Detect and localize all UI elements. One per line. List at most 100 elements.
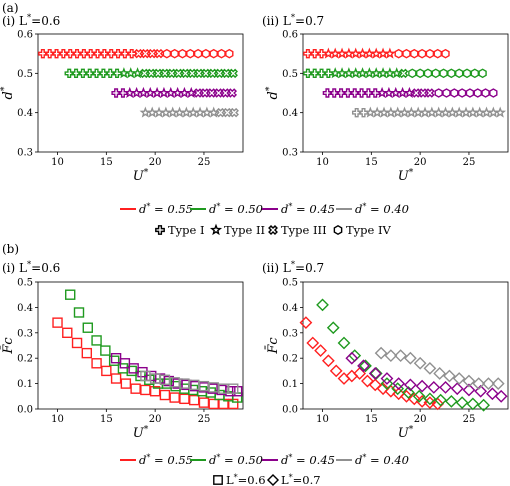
- data-point-star: [432, 106, 445, 118]
- data-point-plus: [91, 68, 102, 79]
- data-point-square: [91, 358, 102, 369]
- data-point-plus: [351, 107, 362, 118]
- data-point-star: [446, 106, 459, 118]
- data-point-plus: [336, 88, 346, 98]
- legend-label: d* = 0.50: [209, 202, 263, 217]
- data-point-hexagon: [394, 48, 403, 59]
- data-point-plus: [113, 48, 123, 59]
- data-point-diamond: [443, 369, 456, 383]
- data-point-diamond: [392, 377, 406, 390]
- data-point-x: [133, 48, 144, 59]
- y-tick-label: 0.4: [282, 303, 298, 314]
- data-point-hexagon: [457, 88, 467, 98]
- data-point-x: [139, 68, 150, 79]
- data-point-diamond: [402, 386, 415, 399]
- data-point-diamond: [299, 316, 313, 330]
- data-point-diamond: [329, 364, 343, 378]
- data-point-square: [198, 380, 210, 392]
- data-point-plus: [356, 88, 367, 98]
- data-point-star: [398, 106, 411, 118]
- data-point-plus: [86, 48, 96, 59]
- legend-marker-plus: [155, 225, 165, 235]
- data-point-star: [412, 106, 425, 118]
- data-point-hexagon: [162, 48, 172, 59]
- data-point-star: [364, 106, 377, 118]
- data-point-square: [108, 355, 120, 366]
- data-point-star: [139, 106, 152, 118]
- data-point-square: [225, 386, 236, 397]
- data-point-square: [73, 307, 85, 318]
- data-point-diamond: [380, 377, 394, 390]
- data-point-hexagon: [170, 48, 179, 59]
- data-point-hexagon: [431, 68, 440, 79]
- data-point-x: [146, 68, 156, 79]
- data-point-star: [124, 67, 137, 79]
- legend-label: Type IV: [346, 223, 392, 237]
- legend-marker-x: [268, 225, 278, 235]
- data-point-star: [419, 106, 431, 118]
- data-point-x: [147, 48, 157, 59]
- x-tick-label: 25: [198, 157, 211, 168]
- data-point-plus: [79, 48, 89, 59]
- data-point-star: [322, 47, 335, 59]
- data-point-plus: [99, 48, 110, 59]
- legend-label: d* = 0.50: [209, 453, 263, 468]
- data-point-square: [169, 392, 180, 403]
- data-point-plus: [65, 48, 75, 59]
- data-point-x: [154, 48, 164, 59]
- data-point-star: [405, 106, 418, 118]
- data-point-diamond: [380, 372, 394, 385]
- data-point-diamond: [415, 379, 429, 393]
- data-point-diamond: [407, 392, 421, 406]
- x-tick-label: 20: [149, 157, 162, 168]
- data-point-diamond: [444, 394, 458, 408]
- data-point-star: [377, 67, 389, 79]
- y-tick-label: 0.1: [17, 379, 33, 390]
- data-point-plus: [329, 88, 339, 98]
- data-point-square: [140, 384, 151, 396]
- data-point-plus: [118, 88, 128, 98]
- x-tick-label: 10: [316, 157, 329, 168]
- data-point-star: [467, 106, 479, 118]
- data-point-square: [101, 365, 112, 377]
- data-point-diamond: [400, 389, 413, 403]
- data-point-plus: [120, 48, 130, 59]
- data-point-star: [144, 86, 157, 98]
- data-point-diamond: [485, 387, 499, 401]
- panel-label-a: (a): [2, 1, 19, 15]
- data-point-diamond: [368, 367, 382, 380]
- data-point-x: [160, 68, 170, 79]
- legend-marker-diamond: [266, 473, 280, 486]
- data-point-x: [398, 68, 409, 79]
- data-point-star: [453, 106, 466, 118]
- data-point-square: [198, 397, 210, 408]
- x-tick-label: 25: [198, 414, 211, 425]
- data-point-hexagon: [408, 68, 417, 79]
- legend-label: d* = 0.45: [281, 453, 335, 468]
- data-point-square: [81, 347, 93, 359]
- series-d-0_55: [303, 47, 450, 59]
- legend-label: d* = 0.40: [355, 202, 409, 217]
- data-point-diamond: [316, 298, 329, 312]
- data-point-hexagon: [447, 68, 456, 79]
- legend-marker-hexagon: [333, 224, 343, 236]
- y-tick-label: 0.4: [17, 303, 33, 314]
- data-point-x: [227, 88, 238, 98]
- data-point-diamond: [403, 351, 417, 365]
- data-point-diamond: [439, 381, 452, 394]
- data-point-diamond: [384, 349, 398, 363]
- data-point-x: [214, 68, 225, 79]
- y-tick-label: 0.6: [282, 30, 298, 41]
- data-point-plus: [92, 48, 103, 59]
- data-point-diamond: [374, 346, 388, 360]
- chart-a-i: (i) L*=0.6 10 15 20 25 0.3 0.4 0.5 0.6 U* d*: [0, 12, 244, 184]
- data-point-hexagon: [417, 48, 427, 59]
- data-point-plus: [106, 48, 116, 59]
- data-point-plus: [310, 68, 320, 79]
- x-axis-label: U*: [398, 168, 414, 184]
- data-point-hexagon: [209, 48, 218, 59]
- data-point-star: [376, 86, 388, 98]
- data-point-diamond: [394, 349, 408, 363]
- y-tick-label: 0.2: [282, 354, 298, 365]
- data-point-plus: [343, 88, 353, 98]
